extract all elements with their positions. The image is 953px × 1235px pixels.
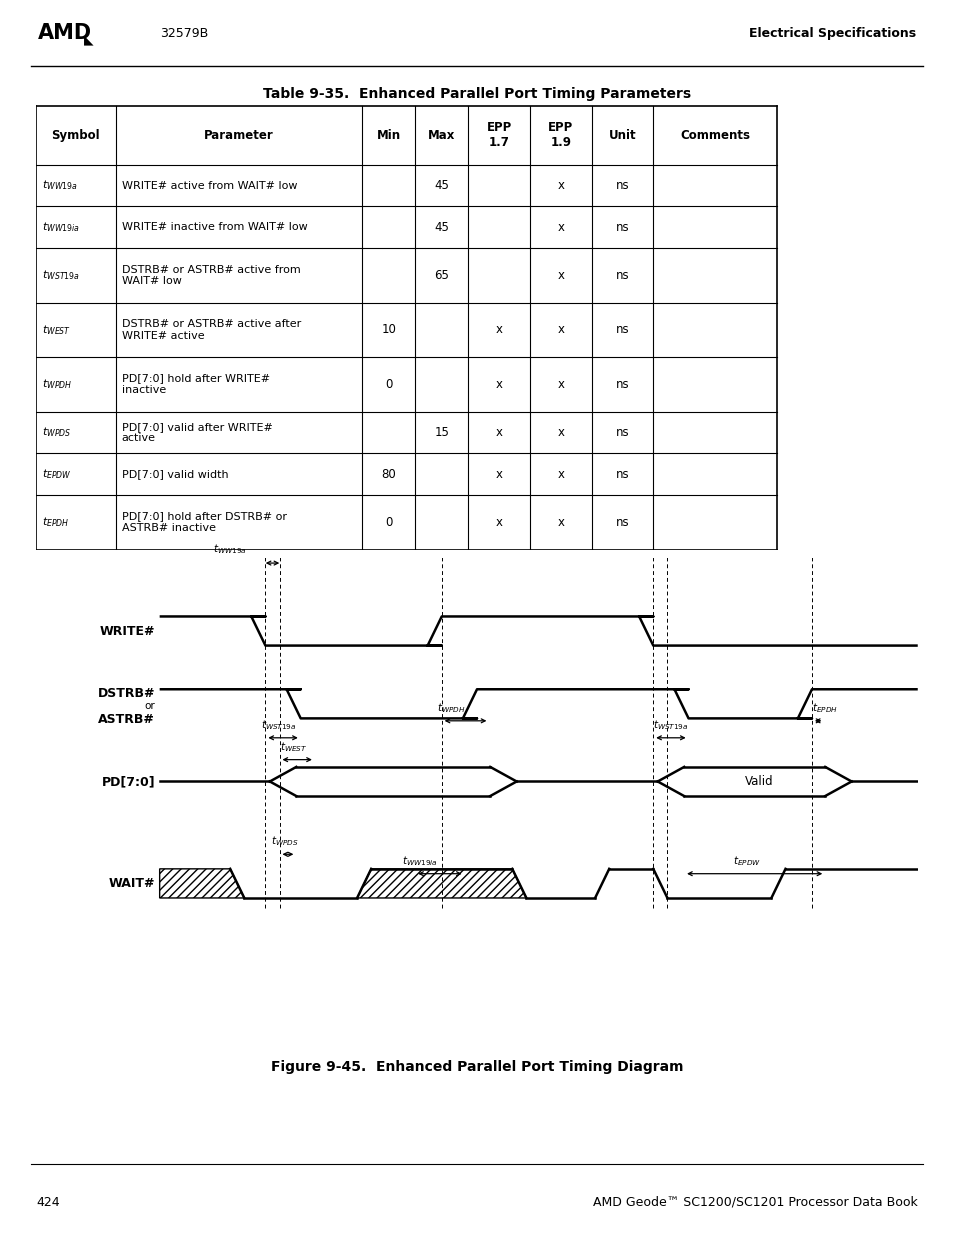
Text: 45: 45: [434, 179, 449, 193]
Text: Figure 9-45.  Enhanced Parallel Port Timing Diagram: Figure 9-45. Enhanced Parallel Port Timi…: [271, 1060, 682, 1074]
Text: or: or: [144, 701, 155, 711]
Text: Max: Max: [428, 128, 455, 142]
Text: Electrical Specifications: Electrical Specifications: [748, 27, 915, 40]
Text: Valid: Valid: [744, 776, 773, 788]
Text: WAIT#: WAIT#: [109, 877, 155, 890]
Text: ns: ns: [615, 179, 629, 193]
Text: Table 9-35.  Enhanced Parallel Port Timing Parameters: Table 9-35. Enhanced Parallel Port Timin…: [263, 88, 690, 101]
Text: PD[7:0] hold after DSTRB# or
ASTRB# inactive: PD[7:0] hold after DSTRB# or ASTRB# inac…: [122, 511, 287, 534]
Text: $t_{WEST}$: $t_{WEST}$: [42, 324, 71, 337]
Text: $t_{WPDS}$: $t_{WPDS}$: [42, 426, 71, 440]
Text: $t_{EPDH}$: $t_{EPDH}$: [42, 515, 69, 530]
Text: Unit: Unit: [608, 128, 636, 142]
Text: x: x: [495, 378, 502, 390]
Text: x: x: [495, 516, 502, 529]
Text: 424: 424: [36, 1195, 60, 1209]
Text: PD[7:0] valid after WRITE#
active: PD[7:0] valid after WRITE# active: [122, 421, 273, 443]
Text: $t_{WEST}$: $t_{WEST}$: [279, 740, 307, 753]
Text: $t_{WST19a}$: $t_{WST19a}$: [42, 269, 79, 283]
Text: 65: 65: [434, 269, 449, 282]
Text: $t_{WST19a}$: $t_{WST19a}$: [261, 719, 296, 732]
Text: x: x: [557, 179, 563, 193]
Text: DSTRB#: DSTRB#: [97, 687, 155, 700]
Text: PD[7:0] valid width: PD[7:0] valid width: [122, 469, 228, 479]
Text: $t_{EPDH}$: $t_{EPDH}$: [811, 701, 837, 715]
Text: AMD Geode™ SC1200/SC1201 Processor Data Book: AMD Geode™ SC1200/SC1201 Processor Data …: [593, 1195, 917, 1209]
Text: 80: 80: [381, 468, 395, 480]
Polygon shape: [356, 869, 526, 898]
Text: 0: 0: [385, 378, 392, 390]
Text: ◣: ◣: [84, 33, 93, 47]
Text: x: x: [557, 468, 563, 480]
Text: x: x: [557, 221, 563, 233]
Text: ns: ns: [615, 426, 629, 438]
Text: Comments: Comments: [679, 128, 749, 142]
Polygon shape: [159, 869, 244, 898]
Text: ns: ns: [615, 269, 629, 282]
Text: EPP
1.9: EPP 1.9: [548, 121, 573, 149]
Text: Symbol: Symbol: [51, 128, 100, 142]
Text: ns: ns: [615, 221, 629, 233]
Text: ns: ns: [615, 324, 629, 336]
Text: WRITE#: WRITE#: [100, 625, 155, 637]
Text: x: x: [557, 426, 563, 438]
Text: 10: 10: [381, 324, 395, 336]
Text: EPP
1.7: EPP 1.7: [486, 121, 511, 149]
Text: 15: 15: [434, 426, 449, 438]
Text: ns: ns: [615, 516, 629, 529]
Text: Parameter: Parameter: [204, 128, 274, 142]
Text: DSTRB# or ASTRB# active after
WRITE# active: DSTRB# or ASTRB# active after WRITE# act…: [122, 319, 301, 341]
Text: 32579B: 32579B: [160, 27, 208, 40]
Text: PD[7:0] hold after WRITE#
inactive: PD[7:0] hold after WRITE# inactive: [122, 373, 270, 395]
Text: x: x: [557, 516, 563, 529]
Text: x: x: [557, 324, 563, 336]
Text: x: x: [495, 468, 502, 480]
Text: $t_{EPDW}$: $t_{EPDW}$: [42, 467, 71, 482]
Text: 0: 0: [385, 516, 392, 529]
Text: x: x: [557, 378, 563, 390]
Text: $t_{WPDH}$: $t_{WPDH}$: [42, 378, 71, 391]
Text: ns: ns: [615, 378, 629, 390]
Text: ASTRB#: ASTRB#: [98, 713, 155, 726]
Text: $t_{WST19a}$: $t_{WST19a}$: [653, 719, 688, 732]
Text: $t_{WW19ia}$: $t_{WW19ia}$: [401, 855, 437, 868]
Text: $t_{WW19a}$: $t_{WW19a}$: [213, 542, 246, 556]
Text: WRITE# active from WAIT# low: WRITE# active from WAIT# low: [122, 180, 297, 190]
Text: 45: 45: [434, 221, 449, 233]
Text: $t_{WW19a}$: $t_{WW19a}$: [42, 179, 77, 193]
Text: DSTRB# or ASTRB# active from
WAIT# low: DSTRB# or ASTRB# active from WAIT# low: [122, 264, 300, 287]
Text: $t_{EPDW}$: $t_{EPDW}$: [732, 855, 760, 868]
Text: x: x: [495, 324, 502, 336]
Text: WRITE# inactive from WAIT# low: WRITE# inactive from WAIT# low: [122, 222, 307, 232]
Text: ns: ns: [615, 468, 629, 480]
Text: $t_{WW19ia}$: $t_{WW19ia}$: [42, 221, 79, 235]
Text: $t_{WPDH}$: $t_{WPDH}$: [436, 701, 465, 715]
Text: x: x: [495, 426, 502, 438]
Text: AMD: AMD: [38, 23, 92, 43]
Text: Min: Min: [376, 128, 400, 142]
Text: $t_{WPDS}$: $t_{WPDS}$: [271, 835, 298, 848]
Text: x: x: [557, 269, 563, 282]
Text: PD[7:0]: PD[7:0]: [102, 776, 155, 788]
